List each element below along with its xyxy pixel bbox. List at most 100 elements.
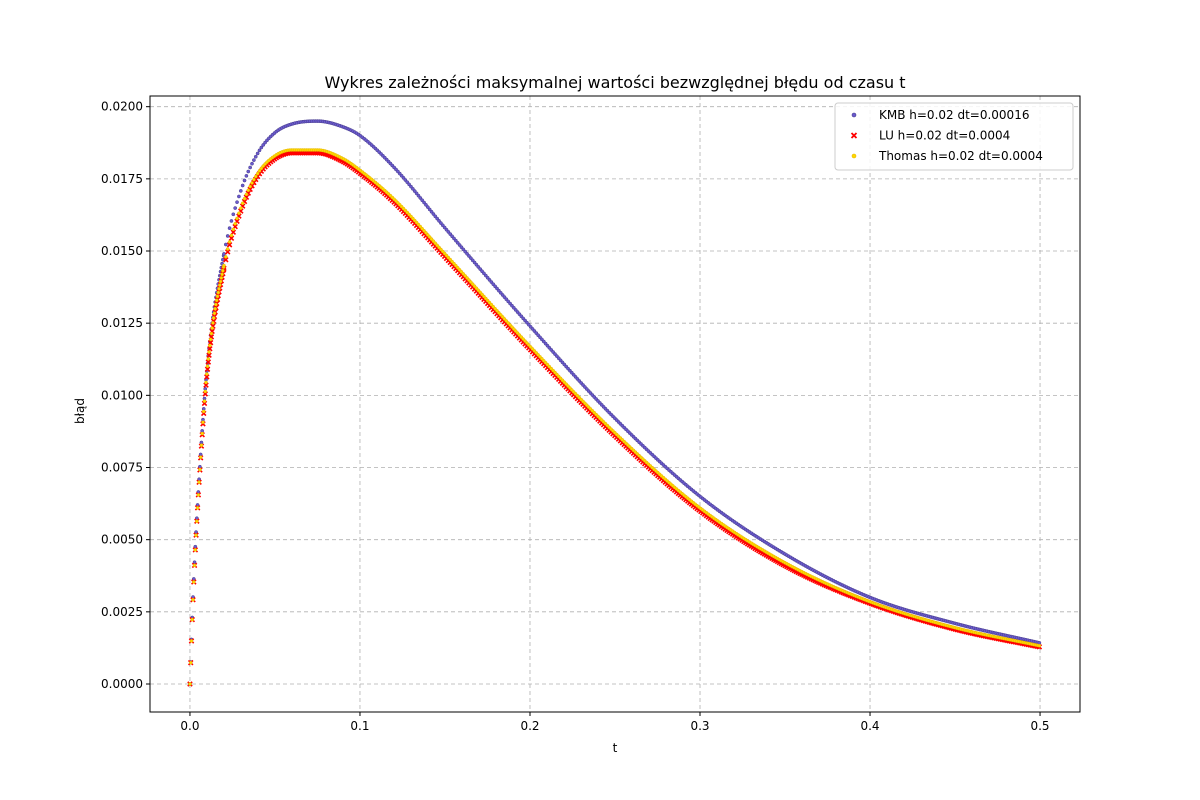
data-point bbox=[221, 257, 225, 262]
data-point bbox=[225, 234, 230, 238]
data-point bbox=[248, 184, 252, 189]
data-point bbox=[195, 519, 199, 524]
data-point bbox=[250, 161, 254, 166]
x-tick-label: 0.5 bbox=[1030, 719, 1049, 733]
legend-label: LU h=0.02 dt=0.0004 bbox=[879, 129, 1010, 143]
data-point bbox=[222, 252, 226, 256]
data-point bbox=[254, 174, 258, 179]
data-point bbox=[224, 255, 228, 259]
legend: KMB h=0.02 dt=0.00016 LU h=0.02 dt=0.0004… bbox=[834, 102, 1074, 171]
y-tick-label: 0.0150 bbox=[101, 244, 143, 258]
data-point bbox=[198, 455, 203, 460]
data-point bbox=[229, 219, 234, 223]
data-point bbox=[255, 171, 260, 176]
data-point bbox=[223, 256, 229, 263]
data-point bbox=[242, 178, 247, 183]
data-point bbox=[259, 166, 264, 171]
data-point bbox=[199, 443, 204, 447]
data-point bbox=[219, 276, 224, 280]
x-tick-label: 0.3 bbox=[690, 719, 709, 733]
data-point bbox=[235, 216, 239, 221]
y-axis-label: błąd bbox=[73, 398, 87, 424]
data-point bbox=[204, 366, 211, 373]
y-tick-label: 0.0200 bbox=[101, 100, 143, 114]
data-point bbox=[190, 617, 194, 622]
legend-marker bbox=[851, 112, 857, 118]
data-point bbox=[225, 247, 230, 251]
data-point bbox=[252, 177, 256, 182]
data-point bbox=[198, 467, 202, 472]
data-point bbox=[207, 346, 213, 352]
data-point bbox=[209, 331, 214, 336]
legend-label: Thomas h=0.02 dt=0.0004 bbox=[878, 149, 1043, 163]
data-point bbox=[242, 196, 247, 201]
data-point bbox=[233, 206, 238, 210]
data-point bbox=[196, 493, 201, 497]
y-tick-label: 0.0025 bbox=[101, 605, 143, 619]
x-tick-label: 0.1 bbox=[350, 719, 369, 733]
data-point bbox=[206, 352, 212, 358]
data-point bbox=[206, 357, 211, 361]
data-point bbox=[200, 431, 204, 436]
plot-series bbox=[187, 119, 1043, 687]
data-point bbox=[212, 311, 217, 315]
data-point bbox=[248, 165, 252, 170]
data-point bbox=[255, 151, 260, 156]
data-point bbox=[217, 287, 221, 291]
data-point bbox=[193, 548, 198, 552]
legend-box bbox=[834, 102, 1074, 171]
x-tick-label: 0.4 bbox=[860, 719, 879, 733]
data-point bbox=[238, 189, 243, 193]
data-point bbox=[244, 174, 249, 178]
data-point bbox=[259, 145, 264, 150]
data-point bbox=[202, 391, 209, 397]
series-0 bbox=[188, 119, 1042, 686]
data-point bbox=[204, 380, 208, 385]
data-point bbox=[210, 326, 214, 330]
plot-frame bbox=[149, 95, 1081, 713]
data-point bbox=[250, 181, 254, 185]
grid-lines bbox=[150, 96, 1080, 712]
data-point bbox=[205, 372, 209, 376]
data-point bbox=[205, 359, 212, 365]
data-point bbox=[228, 235, 235, 242]
data-point bbox=[227, 226, 232, 230]
data-point bbox=[194, 533, 198, 538]
data-point bbox=[235, 200, 239, 205]
data-point bbox=[1037, 644, 1042, 648]
data-point bbox=[224, 249, 231, 255]
y-tick-label: 0.0175 bbox=[101, 172, 143, 186]
x-axis-ticks: 0.0 0.1 0.2 0.3 0.4 0.5 bbox=[180, 712, 1050, 733]
data-point bbox=[221, 268, 225, 273]
data-point bbox=[252, 158, 256, 162]
data-point bbox=[203, 389, 208, 394]
data-point bbox=[201, 409, 206, 414]
data-point bbox=[239, 206, 243, 210]
data-point bbox=[231, 212, 236, 217]
y-tick-label: 0.0100 bbox=[101, 388, 143, 402]
series-2 bbox=[188, 148, 1042, 686]
data-point bbox=[214, 302, 218, 307]
data-point bbox=[189, 639, 194, 643]
data-point bbox=[240, 183, 245, 188]
data-point bbox=[222, 263, 226, 268]
data-point bbox=[253, 154, 258, 159]
data-point bbox=[216, 290, 221, 295]
data-point bbox=[227, 240, 232, 244]
data-point bbox=[188, 682, 192, 686]
data-point bbox=[191, 598, 195, 602]
y-tick-label: 0.0000 bbox=[101, 677, 143, 691]
data-point bbox=[226, 242, 233, 248]
data-point bbox=[214, 298, 219, 303]
data-point bbox=[197, 480, 201, 484]
data-point bbox=[218, 283, 222, 287]
data-point bbox=[229, 233, 234, 238]
x-axis-label: t bbox=[613, 741, 618, 755]
data-point bbox=[203, 382, 209, 388]
chart-title: Wykres zależności maksymalnej wartości b… bbox=[324, 73, 905, 92]
y-tick-label: 0.0075 bbox=[101, 461, 143, 475]
data-point bbox=[202, 399, 207, 403]
data-point bbox=[246, 188, 251, 193]
x-tick-label: 0.2 bbox=[520, 719, 539, 733]
legend-marker bbox=[851, 153, 857, 159]
